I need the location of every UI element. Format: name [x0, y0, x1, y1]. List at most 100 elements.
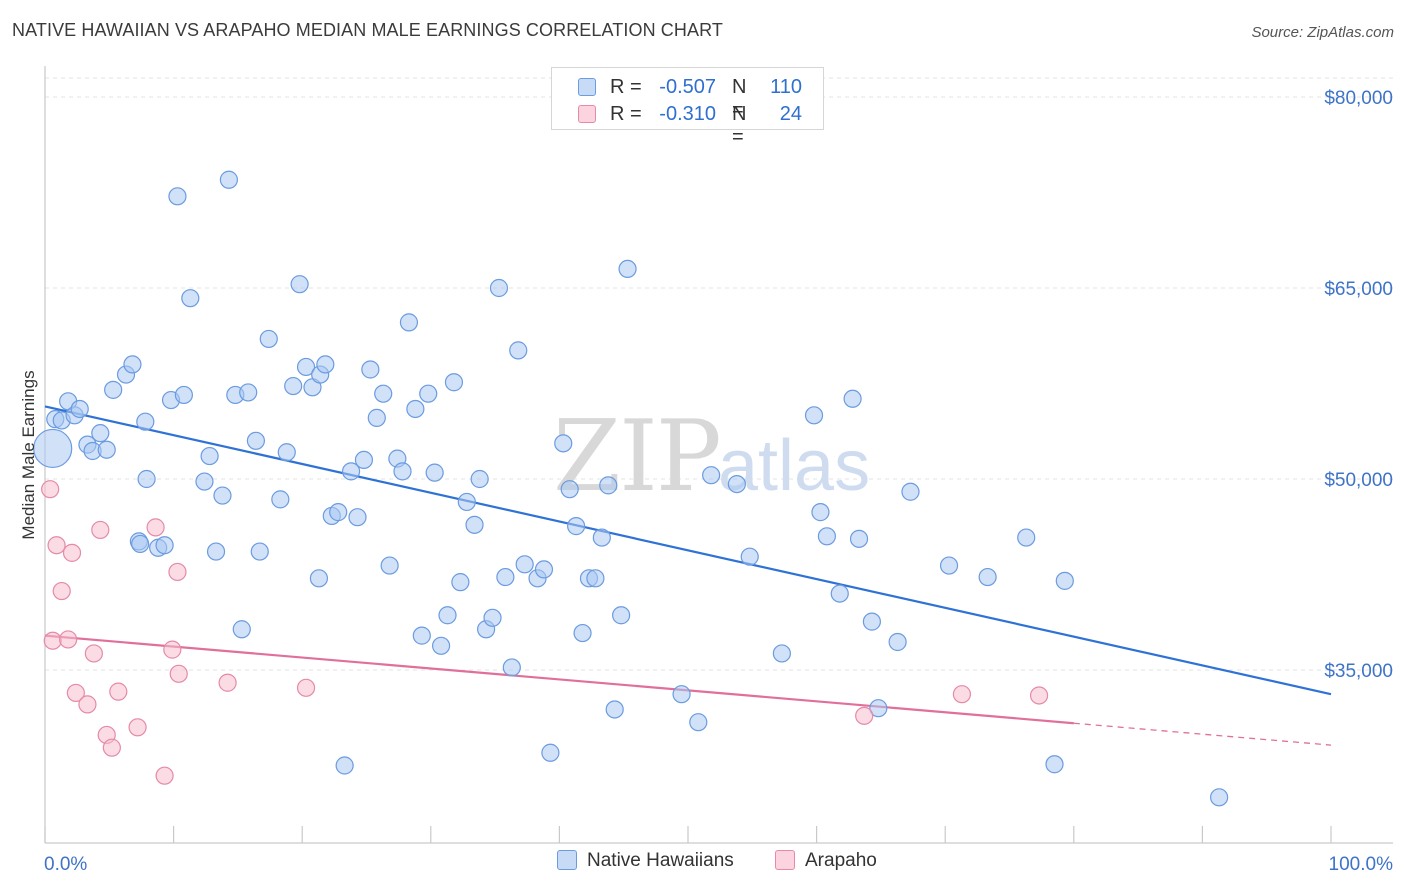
native-hawaiians-point [181, 289, 200, 308]
arapaho-point [66, 683, 85, 703]
native-hawaiians-point [689, 713, 708, 732]
r-label: R = [610, 103, 648, 125]
arapaho-point [62, 543, 82, 562]
native-hawaiians-point [849, 529, 869, 548]
native-hawaiians-point [277, 443, 296, 462]
native-hawaiians-point [174, 385, 193, 405]
native-hawaiians-point [830, 584, 849, 603]
native-hawaiians-point [33, 428, 73, 469]
source-credit: Source: ZipAtlas.com [1251, 24, 1394, 41]
grid-lines [45, 77, 1393, 671]
legend-item-native-hawaiians[interactable]: Native Hawaiians [557, 850, 734, 872]
native-hawaiians-point [901, 482, 920, 501]
y-tick-label: $80,000 [1324, 88, 1393, 109]
n-label: N = [732, 103, 747, 148]
native-hawaiians-point [1017, 528, 1036, 547]
arapaho-point [102, 738, 121, 757]
native-hawaiians-point [70, 399, 89, 419]
data-points [33, 170, 1229, 807]
arapaho-point [84, 644, 103, 663]
arapaho-point [43, 631, 62, 650]
native-hawaiians-point [296, 357, 316, 377]
r-value: -0.310 [659, 103, 716, 125]
native-hawaiians-point [290, 275, 309, 294]
native-hawaiians-point [1210, 788, 1229, 807]
native-hawaiians-point [309, 569, 329, 588]
native-hawaiians-point [219, 170, 238, 189]
native-hawaiians-point [91, 424, 110, 443]
native-hawaiians-swatch [557, 850, 577, 870]
x-tick-label: 100.0% [1329, 854, 1394, 875]
native-hawaiians-point [155, 536, 174, 555]
native-hawaiians-point [1045, 755, 1064, 774]
y-axis-label: Median Male Earnings [19, 370, 38, 539]
arapaho-point [163, 640, 182, 659]
arapaho-point [146, 518, 165, 537]
native-hawaiians-point [702, 466, 721, 485]
native-hawaiians-point [393, 462, 412, 481]
arapaho-point [168, 562, 187, 582]
native-hawaiians-point [534, 560, 554, 579]
native-hawaiians-point [618, 259, 637, 278]
native-hawaiians-point [348, 508, 367, 527]
native-hawaiians-point [560, 480, 579, 499]
native-hawaiians-swatch [578, 78, 596, 96]
native-hawaiians-point [361, 360, 380, 379]
trend-lines [44, 405, 1332, 746]
y-tick-label: $35,000 [1324, 661, 1393, 682]
native-hawaiians-point [489, 278, 509, 298]
n-value: 24 [779, 103, 802, 125]
arapaho-point [855, 706, 874, 725]
native-hawaiians-point [554, 434, 573, 453]
native-hawaiians-point [586, 569, 605, 588]
native-hawaiians-point [470, 469, 489, 489]
native-hawaiians-point [515, 555, 534, 574]
native-hawaiians-point [259, 329, 278, 349]
legend-label: Arapaho [805, 850, 877, 871]
arapaho-point [91, 520, 110, 540]
native-hawaiians-point [380, 556, 399, 575]
x-tick-label: 0.0% [44, 854, 87, 875]
arapaho-swatch [775, 850, 795, 870]
arapaho-point [52, 581, 71, 601]
native-hawaiians-point [425, 463, 444, 482]
arapaho-point [218, 673, 237, 692]
native-hawaiians-point [329, 503, 348, 522]
native-hawaiians-point [612, 606, 631, 625]
native-hawaiians-point [599, 476, 618, 495]
native-hawaiians-point [804, 406, 824, 425]
native-hawaiians-point [939, 556, 959, 575]
native-hawaiians-point [419, 384, 438, 403]
native-hawaiians-point [123, 355, 142, 374]
arapaho-point [128, 718, 147, 737]
y-tick-label: $50,000 [1324, 470, 1393, 491]
arapaho-point [1029, 686, 1049, 705]
native-hawaiians-point [406, 399, 425, 419]
native-hawaiians-point [811, 503, 830, 522]
native-hawaiians-point [137, 469, 156, 489]
native-hawaiians-point [168, 187, 187, 206]
native-hawaiians-point [131, 534, 150, 554]
native-hawaiians-point [502, 658, 521, 677]
legend-item-arapaho[interactable]: Arapaho [775, 850, 877, 872]
native-hawaiians-point [573, 623, 592, 643]
arapaho-point [59, 630, 78, 649]
tick-labels: $80,000 $65,000 $50,000 $35,000 0.0% 100.0% [44, 88, 1393, 875]
arapaho-point [155, 766, 174, 785]
watermark-atlas: atlas [718, 426, 870, 506]
arapaho-point [78, 695, 97, 714]
native-hawaiians-point [496, 567, 515, 587]
native-hawaiians-point [213, 486, 232, 505]
native-hawaiians-point [341, 462, 361, 481]
arapaho-point [47, 536, 66, 555]
native-hawaiians-point [367, 408, 386, 427]
n-value: 110 [770, 76, 802, 98]
r-value: -0.507 [659, 76, 716, 98]
native-hawaiians-point [888, 632, 907, 652]
trend-line-solid [44, 634, 1074, 725]
native-hawaiians-point [567, 517, 586, 536]
native-hawaiians-point [374, 384, 393, 403]
legend-label: Native Hawaiians [587, 850, 734, 871]
native-hawaiians-point [672, 685, 691, 704]
native-hawaiians-point [451, 573, 470, 592]
